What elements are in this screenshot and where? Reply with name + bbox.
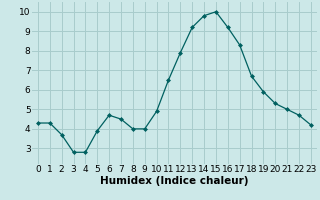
X-axis label: Humidex (Indice chaleur): Humidex (Indice chaleur): [100, 176, 249, 186]
